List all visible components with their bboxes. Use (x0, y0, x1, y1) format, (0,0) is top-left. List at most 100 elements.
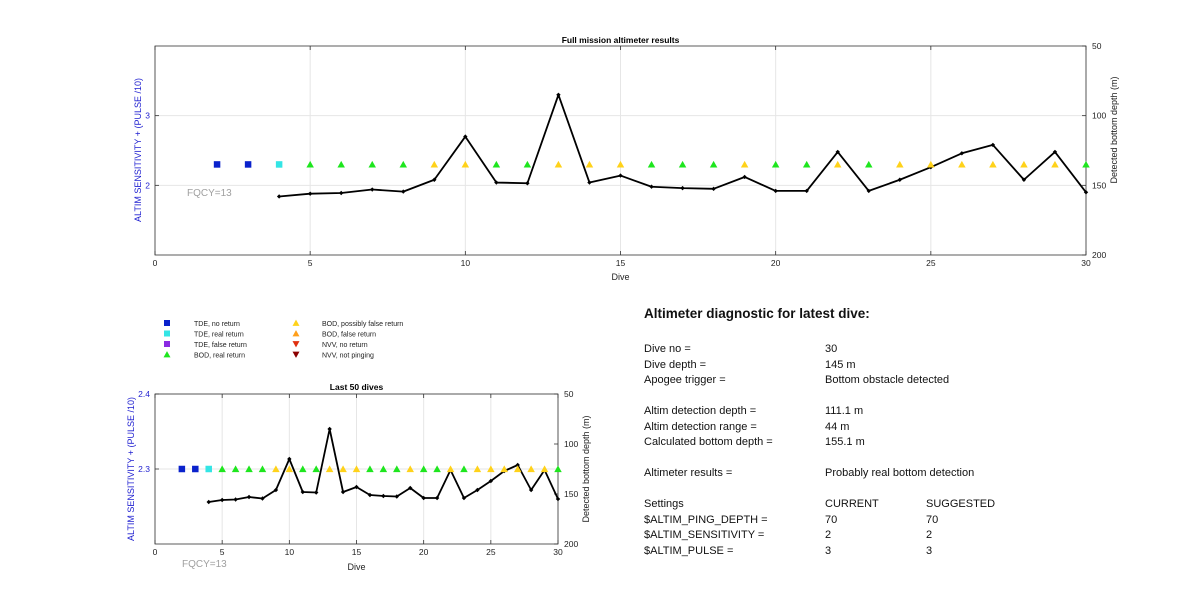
legend-marker (292, 330, 300, 337)
fqcy-annotation: FQCY=13 (182, 559, 227, 570)
y-tick-label-right: 100 (1092, 111, 1106, 121)
depth-point (587, 180, 592, 185)
y-axis-label-right: Detected bottom depth (m) (581, 415, 591, 522)
altimeter-marker (740, 160, 749, 168)
altimeter-marker (554, 465, 562, 473)
setting-row: $ALTIM_PING_DEPTH = 70 70 (644, 513, 1164, 529)
legend-marker (164, 320, 170, 326)
apogee-trigger-row: Apogee trigger = Bottom obstacle detecte… (644, 373, 1164, 389)
altim-detection-depth-value: 111.1 m (825, 405, 864, 417)
altimeter-marker (325, 465, 334, 473)
depth-point (990, 142, 996, 148)
diagnostic-title: Altimeter diagnostic for latest dive: (644, 306, 870, 321)
altimeter-marker (419, 465, 428, 473)
legend-marker (163, 351, 171, 358)
altimeter-marker (312, 465, 320, 473)
depth-point (327, 426, 332, 432)
setting-suggested: 70 (926, 513, 939, 526)
depth-point (273, 487, 279, 493)
depth-point (246, 494, 252, 500)
dive-depth-value: 145 m (825, 358, 856, 371)
depth-point (233, 497, 238, 502)
legend-label: TDE, no return (194, 321, 240, 328)
depth-point (742, 174, 747, 180)
altim-detection-range-row: Altim detection range = 44 m (644, 420, 1164, 436)
altimeter-marker (393, 465, 401, 473)
altimeter-marker (523, 160, 532, 168)
legend-label: BOD, possibly false return (322, 321, 403, 328)
altimeter-results-value: Probably real bottom detection (825, 467, 975, 479)
calculated-bottom-depth-label: Calculated bottom depth = (644, 436, 773, 448)
altimeter-marker (500, 465, 509, 473)
depth-point (401, 189, 406, 194)
depth-point (525, 181, 530, 186)
depth-point (381, 493, 386, 499)
altimeter-marker (647, 160, 656, 168)
depth-point (408, 485, 413, 491)
depth-point (804, 188, 809, 194)
altimeter-marker (554, 160, 563, 168)
altimeter-marker (244, 161, 252, 168)
x-tick-label: 20 (419, 547, 429, 557)
x-tick-label: 25 (486, 547, 496, 557)
calculated-bottom-depth-row: Calculated bottom depth = 155.1 m (644, 435, 1164, 451)
y-tick-label-right: 50 (1092, 41, 1102, 51)
altimeter-marker (989, 160, 997, 168)
depth-point (618, 173, 623, 178)
setting-row: $ALTIM_SENSITIVITY = 2 2 (644, 528, 1164, 544)
y-tick-label-left: 2 (145, 180, 150, 190)
depth-point (367, 492, 373, 498)
marker-legend: TDE, no return TDE, real return TDE, false… (163, 319, 403, 360)
depth-point (394, 494, 399, 499)
legend-marker (164, 330, 170, 337)
x-tick-label: 30 (553, 547, 563, 557)
setting-suggested: 2 (926, 529, 933, 541)
altimeter-marker (1051, 160, 1059, 168)
depth-point (1083, 190, 1089, 195)
altimeter-marker (527, 465, 535, 473)
legend-label: NVV, no return (322, 342, 368, 349)
setting-current: 70 (825, 513, 838, 526)
altimeter-marker (585, 160, 594, 168)
depth-point (314, 490, 319, 495)
altimeter-marker (245, 465, 253, 473)
dive-depth-label: Dive depth = (644, 358, 707, 371)
x-axis-label: Dive (347, 562, 365, 572)
y-tick-label-left: 2.4 (138, 389, 150, 399)
x-tick-label: 10 (285, 547, 295, 557)
depth-point (711, 186, 716, 192)
depth-point (300, 489, 305, 495)
setting-suggested: 3 (926, 544, 933, 557)
altimeter-marker (213, 161, 221, 168)
altimeter-marker (1082, 160, 1090, 168)
y-tick-label-right: 100 (564, 439, 578, 449)
altimeter-marker (927, 160, 935, 168)
depth-point (1052, 149, 1058, 155)
legend-marker (292, 319, 300, 326)
dive-no-value: 30 (825, 343, 838, 355)
legend-label: NVV, not pinging (322, 353, 374, 360)
depth-point (649, 184, 654, 189)
last-50-dives-chart: Last 50 dives Dive ALTIM SENSITIVITY + (… (126, 382, 591, 572)
depth-point (515, 462, 520, 468)
altimeter-marker (833, 160, 842, 168)
dive-depth-row: Dive depth = 145 m (644, 358, 1164, 374)
altimeter-diagnostic-panel: Altimeter diagnostic for latest dive: Di… (644, 306, 1164, 559)
altimeter-marker (192, 465, 199, 473)
altimeter-marker (231, 465, 240, 473)
x-tick-label: 0 (153, 547, 158, 557)
depth-point (866, 188, 871, 194)
altimeter-marker (616, 160, 625, 168)
depth-point (475, 487, 480, 493)
legend-label: TDE, real return (194, 332, 244, 339)
x-tick-label: 5 (308, 258, 313, 268)
depth-point (432, 177, 437, 182)
altimeter-marker (178, 465, 186, 473)
depth-point (370, 187, 375, 192)
y-tick-label-left: 2.3 (138, 464, 150, 474)
altim-detection-depth-label: Altim detection depth = (644, 405, 757, 417)
y-tick-label-right: 50 (564, 389, 574, 399)
fqcy-annotation: FQCY=13 (187, 188, 232, 199)
setting-name: $ALTIM_PING_DEPTH = (644, 513, 768, 526)
